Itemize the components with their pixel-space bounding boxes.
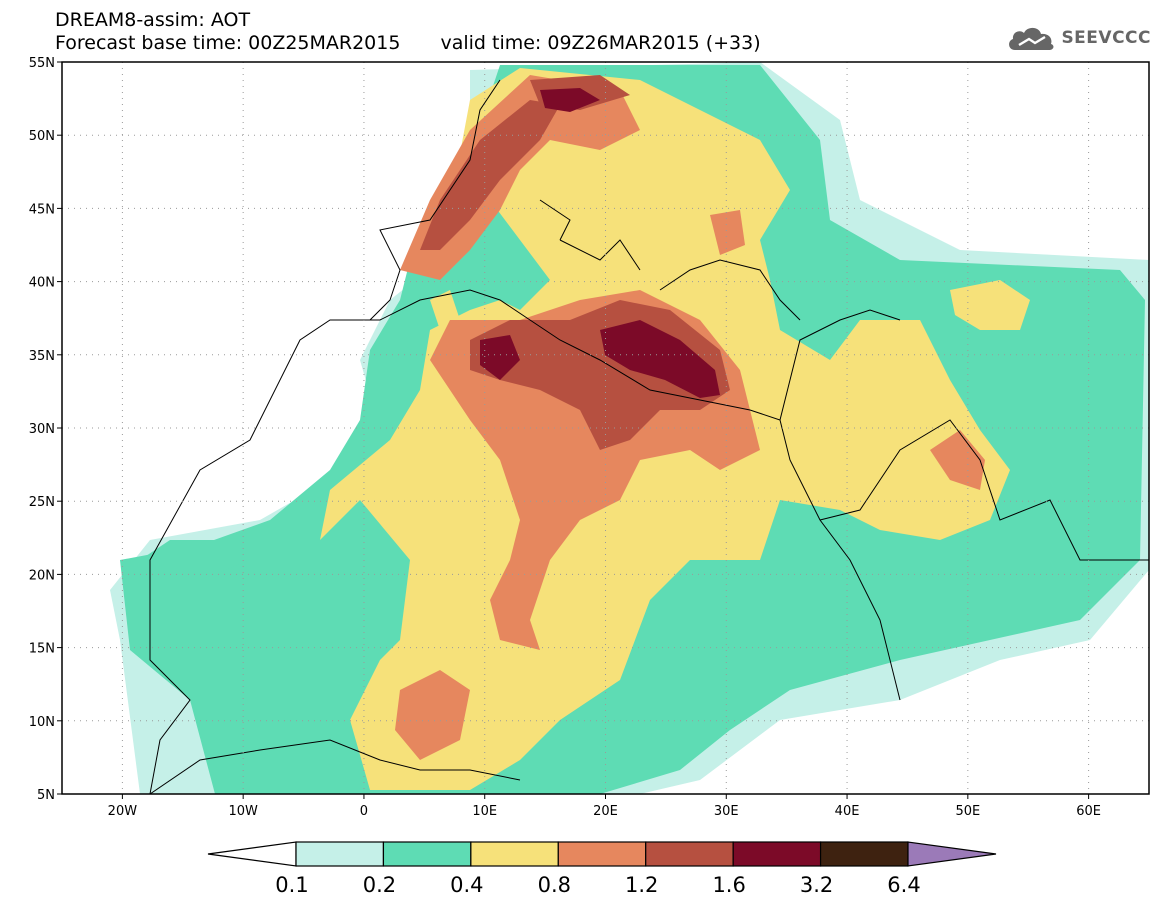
coastlines [149, 79, 1149, 794]
colorbar-label: 0.1 [275, 873, 308, 897]
forecast-base-time: Forecast base time: 00Z25MAR2015 [55, 32, 401, 54]
colorbar-segment [557, 841, 647, 867]
colorbar-segment [732, 841, 822, 867]
colorbar-low-arrow [207, 841, 297, 867]
colorbar-segment [382, 841, 472, 867]
lat-label: 45N [29, 202, 55, 217]
lat-label: 15N [29, 642, 55, 657]
lon-label: 50E [955, 804, 980, 819]
colorbar-segment [819, 841, 909, 867]
lon-label: 20E [593, 804, 618, 819]
lon-label: 60E [1076, 804, 1101, 819]
colorbar-label: 6.4 [887, 873, 920, 897]
lat-label: 55N [29, 56, 55, 71]
lon-label: 10E [472, 804, 497, 819]
logo-text: SEEVCCC [1061, 28, 1151, 48]
lat-label: 40N [29, 276, 55, 291]
lon-label: 20W [108, 804, 138, 819]
lat-label: 10N [29, 715, 55, 730]
lat-label: 20N [29, 568, 55, 583]
lat-label: 35N [29, 349, 55, 364]
colorbar-segment [645, 841, 734, 867]
aot-contour-1-6 [480, 88, 720, 398]
lat-label: 50N [29, 129, 55, 144]
colorbar: 0.1 0.2 0.4 0.8 1.2 1.6 3.2 6.4 [207, 841, 997, 897]
colorbar-label: 1.6 [712, 873, 745, 897]
lon-label: 30E [714, 804, 739, 819]
colorbar-label: 0.4 [450, 873, 483, 897]
colorbar-label: 0.8 [538, 873, 571, 897]
longitude-axis: 20W 10W 0 10E 20E 30E 40E 50E 60E [108, 794, 1101, 819]
lon-label: 40E [835, 804, 860, 819]
colorbar-high-arrow [907, 841, 997, 867]
cloud-icon [1009, 27, 1054, 50]
seevccc-logo: SEEVCCC [1005, 24, 1151, 52]
valid-time: valid time: 09Z26MAR2015 (+33) [440, 32, 761, 54]
lat-label: 5N [37, 788, 55, 803]
lon-label: 10W [228, 804, 258, 819]
latitude-axis: 55N 50N 45N 40N 35N 30N 25N 20N 15N 10N 5N [29, 56, 62, 803]
grid [62, 62, 1149, 794]
colorbar-segment [295, 841, 385, 867]
lat-label: 30N [29, 422, 55, 437]
lon-label: 0 [360, 804, 368, 819]
title-line-1: DREAM8-assim: AOT [55, 9, 251, 31]
lat-label: 25N [29, 495, 55, 510]
colorbar-segment [470, 841, 559, 867]
colorbar-label: 0.2 [363, 873, 396, 897]
colorbar-label: 1.2 [625, 873, 658, 897]
colorbar-label: 3.2 [800, 873, 833, 897]
title-line-2: Forecast base time: 00Z25MAR2015 valid ti… [55, 32, 761, 54]
